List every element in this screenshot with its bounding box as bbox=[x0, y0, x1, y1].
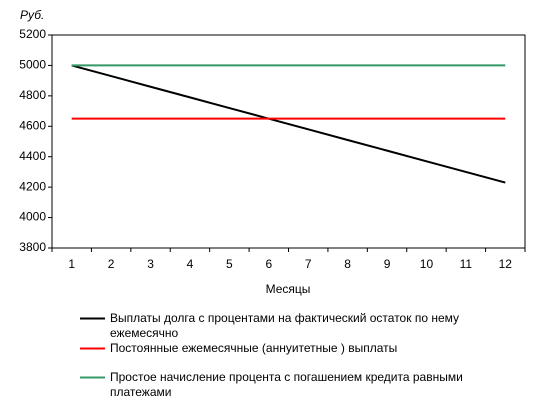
x-tick-label: 10 bbox=[420, 257, 434, 271]
y-axis-label: Руб. bbox=[20, 8, 44, 22]
x-tick-label: 6 bbox=[265, 257, 272, 271]
x-tick-label: 12 bbox=[499, 257, 513, 271]
x-tick-label: 7 bbox=[305, 257, 312, 271]
y-tick-label: 4800 bbox=[19, 88, 46, 102]
plot-frame bbox=[51, 34, 526, 249]
y-tick-label: 3800 bbox=[19, 240, 46, 254]
y-tick-label: 4600 bbox=[19, 118, 46, 132]
legend-label: Постоянные ежемесячные (аннуитетные ) вы… bbox=[110, 341, 398, 355]
y-tick-label: 4400 bbox=[19, 149, 46, 163]
x-tick-label: 9 bbox=[384, 257, 391, 271]
y-tick-label: 4000 bbox=[19, 210, 46, 224]
x-tick-label: 2 bbox=[108, 257, 115, 271]
x-tick-label: 5 bbox=[226, 257, 233, 271]
y-tick-label: 4200 bbox=[19, 179, 46, 193]
x-tick-label: 11 bbox=[460, 257, 473, 271]
series-line bbox=[71, 64, 506, 184]
x-tick-label: 4 bbox=[187, 257, 194, 271]
x-tick-label: 3 bbox=[147, 257, 154, 271]
x-tick-label: 1 bbox=[68, 257, 75, 271]
y-tick-label: 5000 bbox=[19, 58, 46, 72]
x-axis-label: Месяцы bbox=[266, 282, 311, 296]
x-tick-label: 8 bbox=[344, 257, 351, 271]
legend-label: Выплаты долга с процентами на фактически… bbox=[110, 311, 460, 340]
legend-label: Простое начисление процента с погашением… bbox=[110, 370, 463, 399]
y-tick-label: 5200 bbox=[19, 27, 46, 41]
